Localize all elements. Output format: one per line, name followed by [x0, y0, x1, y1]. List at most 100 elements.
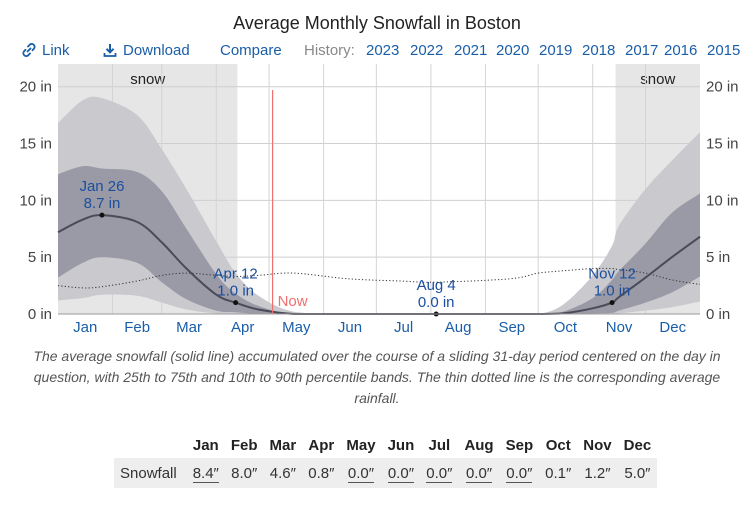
- table-cell: 0.0″: [340, 458, 382, 488]
- table-header-cell: May: [346, 436, 376, 454]
- history-year-2019[interactable]: 2019: [539, 42, 573, 59]
- table-cell-value: 0.0″: [465, 464, 493, 483]
- table-header-cell: Sep: [505, 436, 534, 454]
- month-label: Apr: [231, 319, 254, 336]
- month-label: Aug: [445, 319, 472, 336]
- annotation-date-label: Nov 12: [588, 266, 636, 283]
- month-label: Nov: [606, 319, 633, 336]
- now-label: Now: [278, 293, 308, 310]
- month-label: Feb: [124, 319, 150, 336]
- toolbar: Link Download Compare History: 2023 2022…: [0, 41, 754, 61]
- table-cell: 0.0″: [458, 458, 500, 488]
- month-label: Jun: [338, 319, 362, 336]
- table-header-cell: Jun: [387, 436, 415, 454]
- table-header-cell: Apr: [308, 436, 335, 454]
- table-cell: 0.0″: [420, 458, 459, 488]
- annotation-value-label: 1.0 in: [594, 283, 631, 300]
- annotation-value-label: 1.0 in: [217, 283, 254, 300]
- history-year-2021[interactable]: 2021: [454, 42, 488, 59]
- month-label: Jul: [394, 319, 413, 336]
- rainfall-line: [57, 267, 701, 289]
- table-header-cell: Nov: [583, 436, 612, 454]
- snow-season-label: snow: [130, 71, 165, 88]
- month-label: Mar: [176, 319, 202, 336]
- link-label: Link: [42, 42, 70, 59]
- table-cell: 0.0″: [381, 458, 421, 488]
- table-row-label: Snowfall: [114, 458, 187, 488]
- month-label: Oct: [554, 319, 578, 336]
- link-icon: [22, 43, 36, 57]
- table-cell-value: 4.6″: [269, 464, 296, 482]
- table-cell: 0.0″: [499, 458, 540, 488]
- monthly-snowfall-table: Jan Feb Mar Apr May Jun Jul Aug Sep Oct …: [114, 432, 658, 488]
- table-header-cell: Jul: [428, 436, 451, 454]
- table-cell: 4.6″: [263, 458, 303, 488]
- table-cell: 1.2″: [577, 458, 618, 488]
- annotation-value-label: 0.0 in: [418, 294, 455, 311]
- table-cell-value: 0.0″: [506, 464, 533, 483]
- table-cell-value: 0.1″: [545, 464, 572, 482]
- table-cell: 8.4″: [186, 458, 225, 488]
- y-tick-label-right: 20 in: [706, 79, 739, 96]
- y-tick-label-left: 20 in: [19, 79, 52, 96]
- download-icon: [103, 44, 117, 57]
- table-corner: [114, 432, 187, 458]
- y-tick-label-left: 15 in: [19, 136, 52, 153]
- table-row: Snowfall 8.4″ 8.0″ 4.6″ 0.8″ 0.0″ 0.0″ 0…: [114, 458, 658, 488]
- compare-link[interactable]: Compare: [220, 42, 282, 59]
- annotation-date-label: Jan 26: [79, 178, 124, 195]
- history-year-2022[interactable]: 2022: [410, 42, 444, 59]
- table-cell-value: 8.0″: [231, 464, 258, 482]
- month-label: Sep: [498, 319, 525, 336]
- annotation-point: [99, 212, 105, 218]
- month-label: May: [282, 319, 311, 336]
- table-cell-value: 1.2″: [584, 464, 611, 482]
- y-tick-label-left: 0 in: [28, 306, 52, 323]
- history-year-2023[interactable]: 2023: [366, 42, 400, 59]
- link-button[interactable]: Link: [22, 42, 70, 59]
- table-header-cell: Aug: [464, 436, 494, 454]
- annotation-value-label: 8.7 in: [84, 195, 121, 212]
- snow-season-label: snow: [640, 71, 675, 88]
- table-cell: 0.1″: [539, 458, 578, 488]
- y-tick-label-left: 10 in: [19, 192, 52, 209]
- table-header-cell: Mar: [269, 436, 297, 454]
- percentile-band-25-75: [58, 166, 700, 314]
- table-header-cell: Jan: [192, 436, 219, 454]
- table-cell-value: 0.0″: [387, 464, 415, 483]
- table-cell: 5.0″: [617, 458, 658, 488]
- y-tick-label-left: 5 in: [28, 249, 52, 266]
- table-header-cell: Feb: [230, 436, 258, 454]
- annotation-date-label: Apr 12: [214, 266, 258, 283]
- history-year-2017[interactable]: 2017: [625, 42, 659, 59]
- percentile-band-10-90: [58, 96, 700, 315]
- table-cell: 0.8″: [302, 458, 341, 488]
- month-label: Jan: [73, 319, 97, 336]
- table-cell-value: 0.0″: [347, 464, 375, 483]
- annotation-point: [233, 300, 239, 306]
- table-cell-value: 5.0″: [624, 464, 651, 482]
- y-tick-label-right: 5 in: [706, 249, 730, 266]
- table-header-row: Jan Feb Mar Apr May Jun Jul Aug Sep Oct …: [114, 432, 657, 458]
- history-label: History:: [304, 42, 355, 59]
- download-button[interactable]: Download: [103, 42, 190, 59]
- history-year-2016[interactable]: 2016: [664, 42, 698, 59]
- y-tick-label-right: 0 in: [706, 306, 730, 323]
- table-cell-value: 0.0″: [426, 464, 453, 483]
- table-cell-value: 0.8″: [308, 464, 335, 482]
- y-tick-label-right: 10 in: [706, 192, 739, 209]
- download-label: Download: [123, 42, 190, 59]
- history-year-2020[interactable]: 2020: [496, 42, 530, 59]
- month-label: Dec: [659, 319, 686, 336]
- table-cell-value: 8.4″: [192, 464, 219, 483]
- chart-caption: The average snowfall (solid line) accumu…: [33, 348, 721, 406]
- history-year-2018[interactable]: 2018: [582, 42, 616, 59]
- history-year-2015[interactable]: 2015: [707, 42, 741, 59]
- snowfall-chart: snow snow 0 in 0 in 5 in 5 in 10 in 10 in 15 in 1…: [19, 64, 739, 336]
- table-header-cell: Dec: [623, 436, 652, 454]
- y-tick-label-right: 15 in: [706, 136, 739, 153]
- table-header-cell: Oct: [545, 436, 571, 454]
- annotation-date-label: Aug 4: [417, 277, 456, 294]
- table-cell: 8.0″: [224, 458, 264, 488]
- chart-title: Average Monthly Snowfall in Boston: [233, 13, 521, 33]
